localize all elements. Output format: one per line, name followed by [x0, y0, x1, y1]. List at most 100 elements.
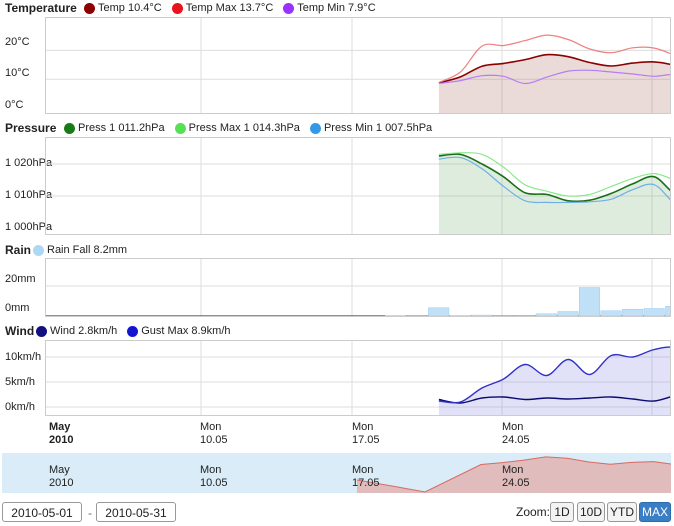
temperature-title: Temperature — [5, 1, 77, 15]
legend-dot-icon — [309, 122, 321, 134]
temperature-legend: Temp 10.4°C Temp Max 13.7°C Temp Min 7.9… — [84, 2, 386, 14]
y-tick-label: 10km/h — [5, 351, 42, 363]
y-tick-label: 0km/h — [5, 401, 35, 413]
rain-bar — [535, 313, 557, 316]
legend-item-press[interactable]: Press 1 011.2hPa — [64, 122, 165, 134]
x-axis-line2: 2010 — [49, 434, 74, 446]
wind-legend: Wind 2.8km/h Gust Max 8.9km/h — [36, 325, 241, 337]
legend-dot-icon — [33, 244, 44, 256]
legend-item-wind[interactable]: Wind 2.8km/h — [36, 325, 117, 337]
legend-item-temp[interactable]: Temp 10.4°C — [84, 2, 162, 14]
series-line-wind — [438, 396, 670, 404]
pressure-title: Pressure — [5, 121, 57, 135]
navigator[interactable]: May 2010 Mon 10.05 Mon 17.05 Mon 24.05 — [2, 453, 671, 493]
rain-legend: Rain Fall 8.2mm — [33, 244, 137, 256]
legend-dot-icon — [64, 122, 75, 134]
x-axis-line2: 10.05 — [200, 434, 228, 446]
y-tick-label: 10°C — [5, 67, 30, 79]
legend-item-temp-min[interactable]: Temp Min 7.9°C — [283, 2, 376, 14]
navigator-line — [356, 456, 671, 493]
series-line-temp-min — [438, 69, 670, 85]
legend-dot-icon — [174, 122, 186, 134]
range-from-input[interactable]: 2010-05-01 — [2, 502, 82, 522]
y-tick-label: 1 020hPa — [5, 157, 53, 169]
rain-bar — [514, 315, 536, 316]
legend-item-press-min[interactable]: Press Min 1 007.5hPa — [309, 122, 433, 134]
x-axis-line1: Mon — [502, 421, 524, 433]
legend-dot-icon — [36, 325, 47, 337]
navigator-chart-svg — [356, 456, 671, 493]
navigator-line1: Mon — [502, 464, 524, 476]
legend-dot-icon — [127, 325, 139, 337]
rain-bar — [492, 315, 514, 316]
gust-area — [438, 347, 670, 415]
navigator-line2: 24.05 — [502, 477, 530, 489]
rain-plot[interactable] — [45, 258, 671, 317]
rain-bar — [385, 315, 407, 316]
zoom-10d-button[interactable]: 10D — [577, 502, 605, 522]
rain-bar — [665, 306, 670, 316]
rain-bar — [600, 310, 622, 316]
y-tick-label: 5km/h — [5, 376, 35, 388]
legend-item-press-max[interactable]: Press Max 1 014.3hPa — [174, 122, 300, 134]
rain-title: Rain — [5, 243, 32, 257]
legend-label: Press 1 011.2hPa — [78, 122, 165, 134]
x-axis-line2: 24.05 — [502, 434, 530, 446]
x-axis-label-2405: Mon 24.05 — [502, 421, 530, 447]
series-line-press-min — [438, 156, 670, 204]
rain-bar — [643, 308, 665, 316]
wind-title: Wind — [5, 324, 35, 338]
navigator-line1: May — [49, 464, 70, 476]
zoom-label: Zoom: — [516, 505, 551, 519]
navigator-line1: Mon — [352, 464, 374, 476]
pressure-plot[interactable] — [45, 137, 671, 235]
x-axis-label-1005: Mon 10.05 — [200, 421, 228, 447]
rain-bar — [406, 315, 428, 316]
navigator-label: Mon 17.05 — [352, 464, 380, 490]
zoom-1d-button[interactable]: 1D — [550, 502, 574, 522]
x-axis-line2: 17.05 — [352, 434, 380, 446]
legend-item-gust-max[interactable]: Gust Max 8.9km/h — [127, 325, 231, 337]
zoom-max-button[interactable]: MAX — [639, 502, 671, 522]
rain-bar — [622, 309, 644, 316]
series-line-temp — [438, 53, 670, 84]
legend-dot-icon — [171, 2, 183, 14]
temp-area — [438, 54, 670, 113]
navigator-label: Mon 10.05 — [200, 464, 228, 490]
y-tick-label: 1 010hPa — [5, 189, 53, 201]
legend-label: Press Min 1 007.5hPa — [323, 122, 433, 134]
y-tick-label: 20°C — [5, 36, 30, 48]
legend-label: Rain Fall 8.2mm — [47, 244, 128, 256]
legend-label: Temp Max 13.7°C — [185, 2, 274, 14]
series-line-press — [438, 153, 670, 203]
legend-dot-icon — [283, 2, 295, 14]
x-axis-line1: Mon — [352, 421, 374, 433]
temperature-chart-svg — [46, 18, 670, 113]
navigator-label: May 2010 — [49, 464, 73, 490]
wind-plot[interactable] — [45, 340, 671, 416]
range-separator: - — [88, 506, 92, 520]
navigator-line2: 17.05 — [352, 477, 380, 489]
legend-label: Gust Max 8.9km/h — [141, 325, 231, 337]
legend-label: Temp 10.4°C — [98, 2, 162, 14]
y-tick-label: 0°C — [5, 99, 24, 111]
rain-chart-svg — [46, 259, 670, 316]
temperature-plot[interactable] — [45, 17, 671, 114]
legend-label: Wind 2.8km/h — [50, 325, 118, 337]
zoom-ytd-button[interactable]: YTD — [607, 502, 637, 522]
pressure-legend: Press 1 011.2hPa Press Max 1 014.3hPa Pr… — [64, 122, 442, 134]
range-to-input[interactable]: 2010-05-31 — [96, 502, 176, 522]
navigator-area — [357, 456, 671, 493]
rain-bar — [428, 307, 450, 316]
x-axis-line1: May — [49, 421, 71, 433]
y-tick-label: 1 000hPa — [5, 221, 53, 233]
legend-item-temp-max[interactable]: Temp Max 13.7°C — [171, 2, 274, 14]
navigator-line1: Mon — [200, 464, 222, 476]
series-line-press-max — [438, 152, 670, 197]
y-tick-label: 20mm — [5, 273, 36, 285]
x-axis-label-1705: Mon 17.05 — [352, 421, 380, 447]
legend-item-rain[interactable]: Rain Fall 8.2mm — [33, 244, 127, 256]
legend-dot-icon — [84, 2, 95, 14]
series-line-temp-max — [438, 34, 670, 83]
rain-bar — [579, 287, 600, 316]
